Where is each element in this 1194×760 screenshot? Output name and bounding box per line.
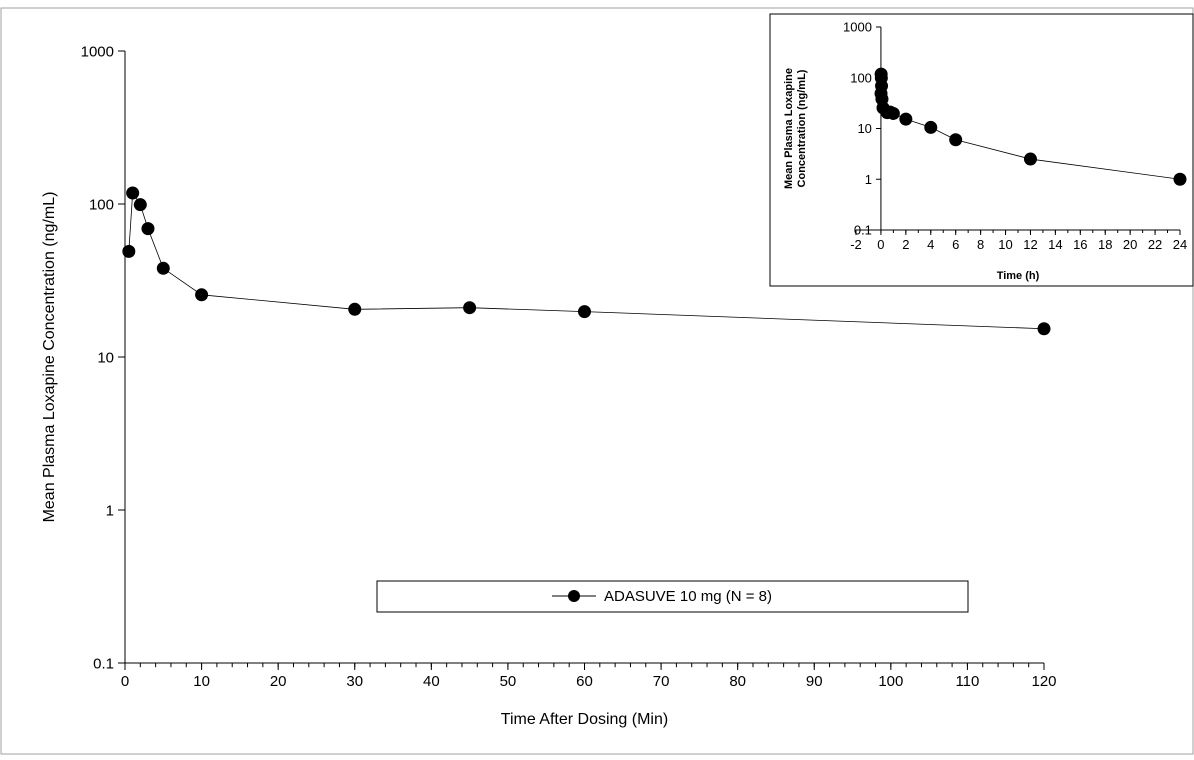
inset-border bbox=[769, 13, 1194, 287]
inset-data-point bbox=[924, 120, 938, 134]
inset-x-tick-label: 22 bbox=[1148, 237, 1162, 252]
main-data-point bbox=[126, 186, 140, 200]
main-x-axis-title: Time After Dosing (Min) bbox=[501, 711, 668, 728]
main-y-tick-label: 100 bbox=[89, 196, 114, 213]
main-x-tick-label: 70 bbox=[653, 673, 670, 690]
inset-y-axis-title: Mean Plasma Loxapine bbox=[783, 68, 795, 189]
legend-marker bbox=[568, 590, 580, 602]
main-x-tick-label: 0 bbox=[121, 673, 129, 690]
main-data-point bbox=[195, 288, 209, 302]
inset-y-tick-label: 10 bbox=[857, 121, 871, 136]
inset-data-point bbox=[875, 79, 889, 93]
main-y-tick-label: 1 bbox=[106, 502, 114, 519]
main-x-tick-label: 110 bbox=[955, 673, 979, 690]
inset-x-tick-label: -2 bbox=[850, 237, 862, 252]
inset-x-tick-label: 4 bbox=[927, 237, 934, 252]
main-x-tick-label: 40 bbox=[423, 673, 440, 690]
inset-x-tick-label: 14 bbox=[1048, 237, 1062, 252]
main-x-tick-label: 20 bbox=[270, 673, 287, 690]
inset-x-tick-label: 6 bbox=[952, 237, 959, 252]
inset-x-tick-label: 8 bbox=[977, 237, 984, 252]
main-y-tick-label: 0.1 bbox=[93, 655, 114, 672]
inset-x-tick-label: 24 bbox=[1173, 237, 1187, 252]
main-data-point bbox=[1037, 322, 1051, 336]
inset-data-point bbox=[949, 133, 963, 147]
main-x-tick-label: 80 bbox=[729, 673, 746, 690]
main-x-tick-label: 10 bbox=[193, 673, 210, 690]
main-x-tick-label: 30 bbox=[346, 673, 363, 690]
main-x-tick-label: 50 bbox=[500, 673, 517, 690]
main-data-point bbox=[133, 198, 147, 212]
inset-x-tick-label: 2 bbox=[902, 237, 909, 252]
inset-x-tick-label: 12 bbox=[1023, 237, 1037, 252]
main-y-tick-label: 10 bbox=[97, 349, 114, 366]
main-x-tick-label: 100 bbox=[878, 673, 903, 690]
legend-box bbox=[376, 580, 969, 613]
inset-data-point bbox=[1023, 152, 1037, 166]
inset-x-tick-label: 16 bbox=[1073, 237, 1087, 252]
main-data-point bbox=[578, 305, 591, 319]
legend: ADASUVE 10 mg (N = 8) bbox=[376, 580, 969, 613]
main-data-point bbox=[348, 302, 362, 316]
inset-x-tick-label: 18 bbox=[1098, 237, 1112, 252]
inset-y-tick-label: 1000 bbox=[843, 20, 872, 35]
main-x-tick-label: 60 bbox=[576, 673, 593, 690]
main-data-point bbox=[141, 222, 155, 236]
inset-y-tick-label: 100 bbox=[850, 70, 872, 85]
chart-border bbox=[0, 7, 1194, 755]
inset-data-point bbox=[1173, 172, 1187, 186]
inset-x-tick-label: 20 bbox=[1123, 237, 1137, 252]
main-x-tick-label: 120 bbox=[1031, 673, 1056, 690]
inset-data-point bbox=[886, 106, 900, 120]
inset-y-tick-label: 1 bbox=[865, 172, 872, 187]
inset-data-point bbox=[899, 112, 913, 126]
inset-x-tick-label: 0 bbox=[877, 237, 884, 252]
main-data-point bbox=[156, 261, 170, 275]
inset-y-tick-label: 0.1 bbox=[854, 223, 872, 238]
inset-x-axis-title: Time (h) bbox=[997, 270, 1040, 282]
main-data-point bbox=[463, 301, 477, 315]
inset-x-tick-label: 10 bbox=[998, 237, 1012, 252]
legend-label: ADASUVE 10 mg (N = 8) bbox=[604, 588, 772, 605]
main-x-tick-label: 90 bbox=[806, 673, 823, 690]
main-y-axis-title: Mean Plasma Loxapine Concentration (ng/m… bbox=[41, 192, 58, 523]
main-data-point bbox=[122, 244, 136, 258]
inset-y-axis-title: Concentration (ng/mL) bbox=[796, 69, 808, 187]
main-y-tick-label: 1000 bbox=[81, 43, 114, 60]
main-series-line bbox=[128, 191, 1045, 330]
